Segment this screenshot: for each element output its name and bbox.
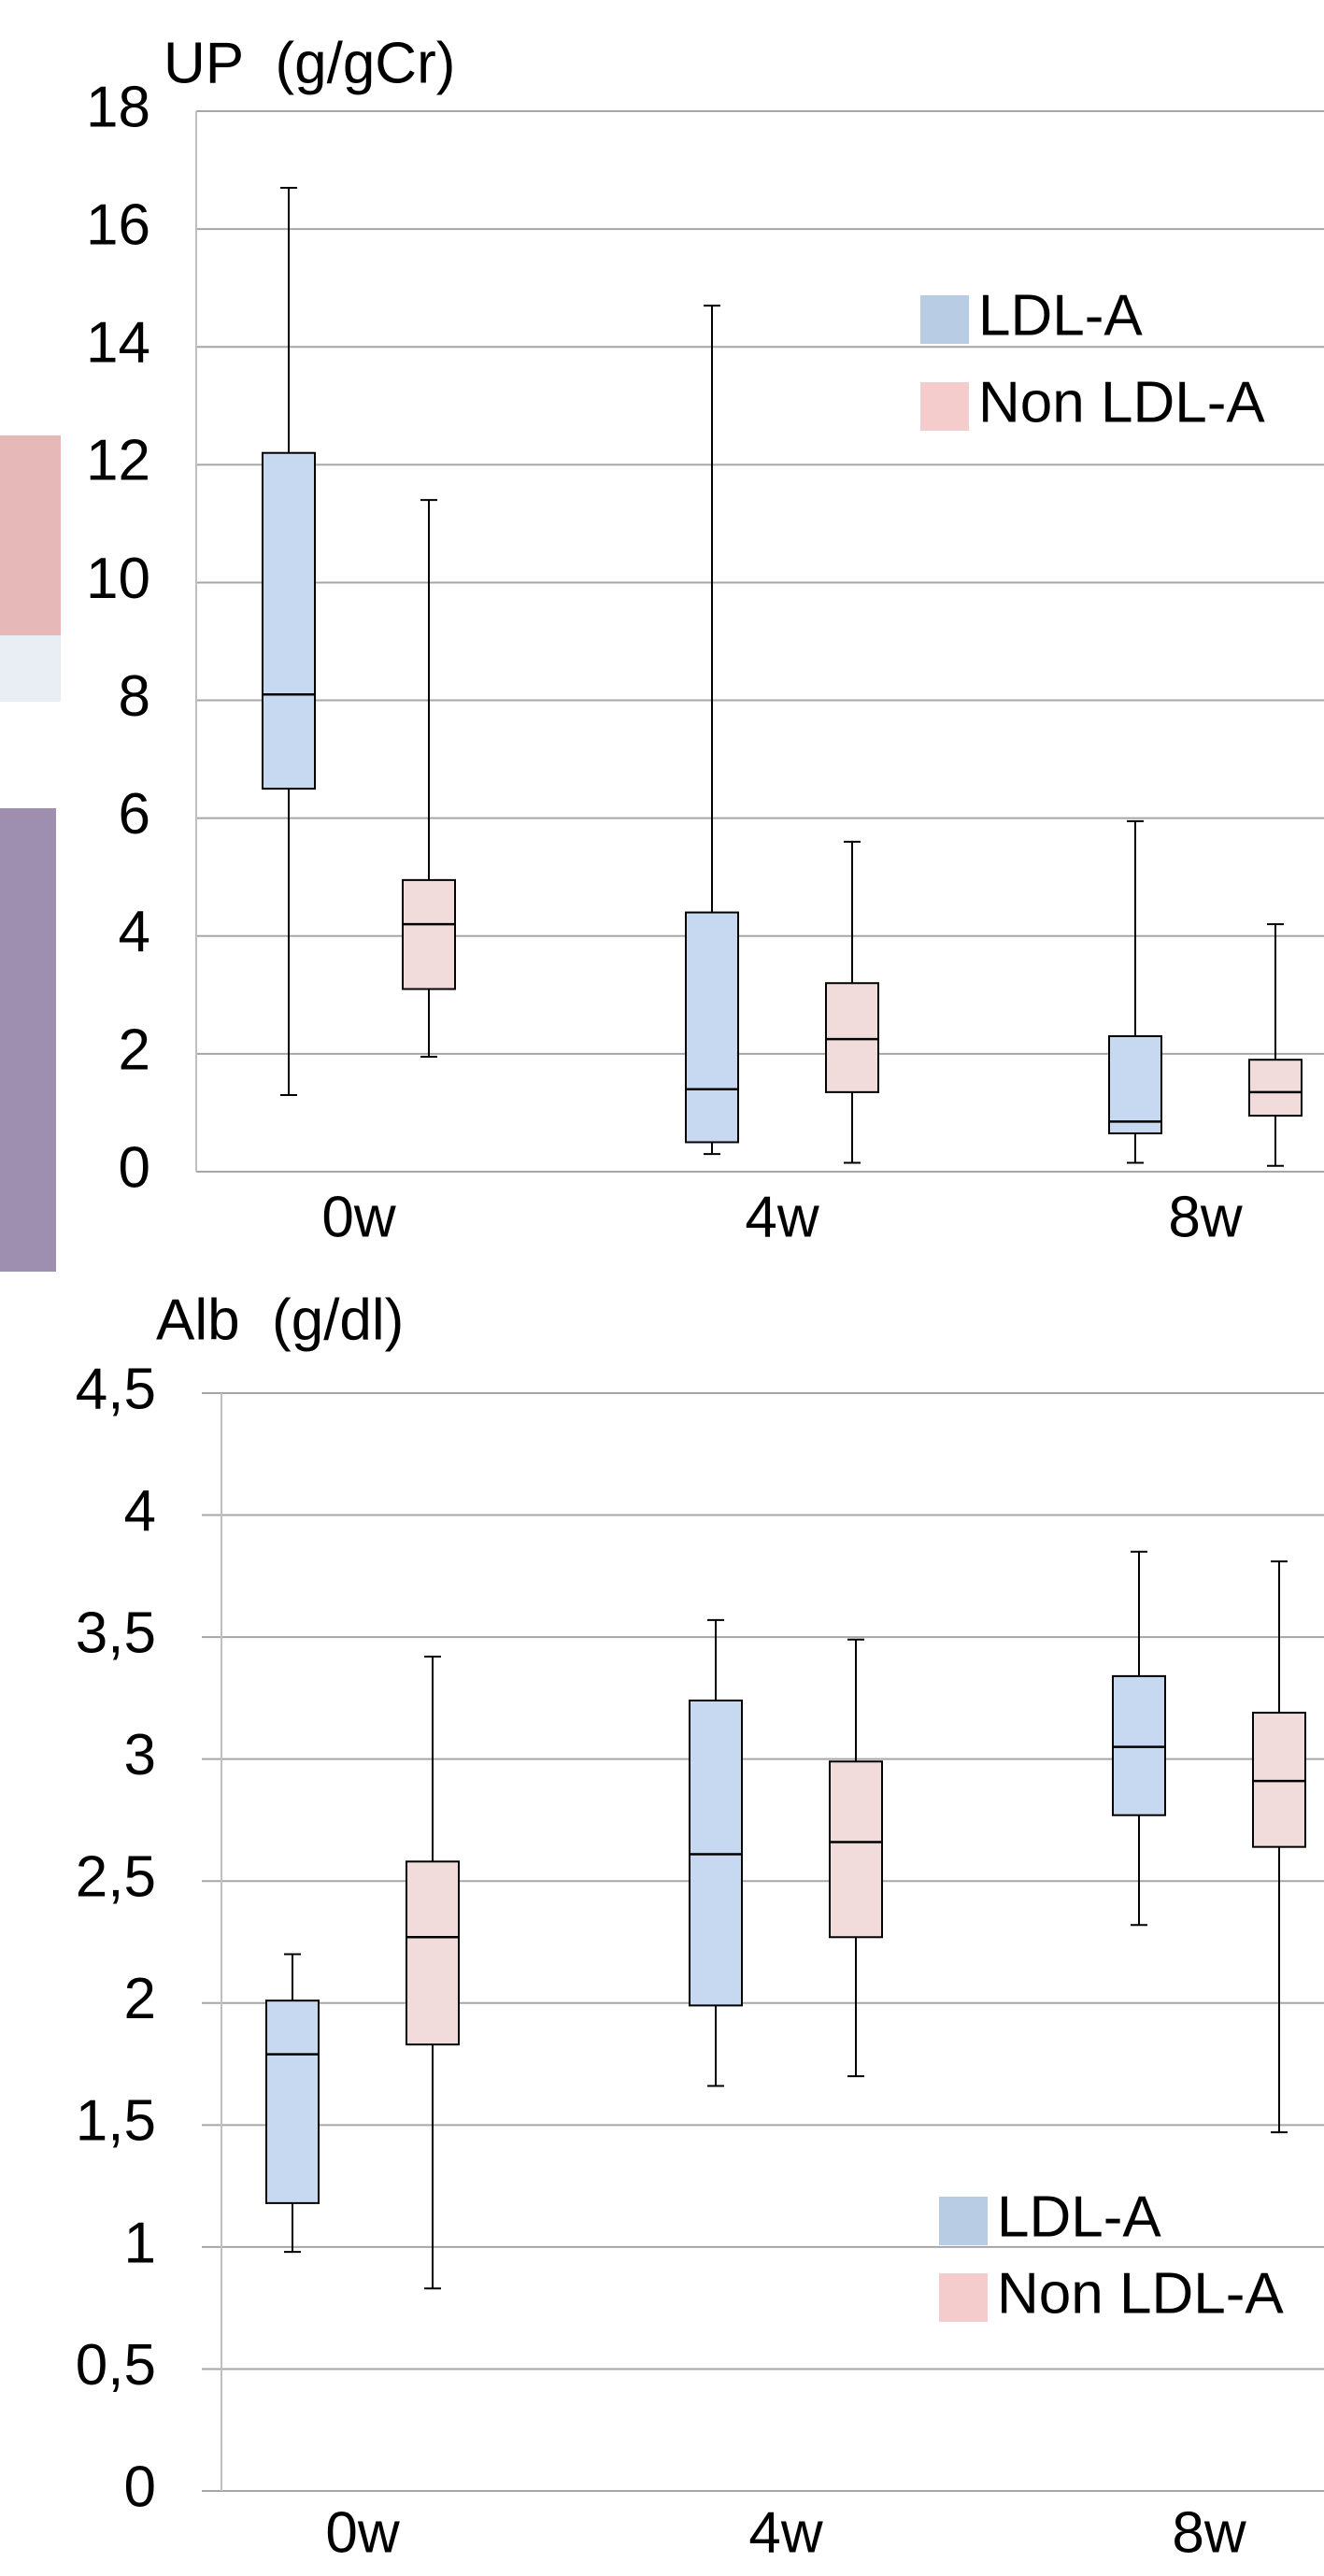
x-tick-label: 0w [321,1185,395,1249]
x-tick-label: 8w [1168,1185,1242,1249]
y-tick-label: 2,5 [76,1845,156,1910]
box [690,1701,742,2005]
y-tick-label: 2 [124,1967,156,2031]
x-tick-label: 8w [1172,2500,1246,2565]
y-tick-label: 10 [86,547,150,611]
legend-swatch [920,382,969,431]
y-tick-label: 16 [86,192,150,257]
legend-label: Non LDL-A [978,370,1265,434]
y-tick-label: 4 [119,900,150,964]
y-tick-label: 2 [119,1018,150,1082]
legend-label: LDL-A [978,283,1143,348]
y-tick-label: 8 [119,664,150,729]
legend-swatch [920,295,969,344]
y-tick-label: 14 [86,311,150,376]
y-tick-label: 3,5 [76,1601,156,1665]
y-tick-label: 6 [119,782,150,847]
image-fragment [0,808,56,1272]
figure: UP (g/gCr)0246810121416180w4w8wLDL-ANon … [0,0,1324,2576]
chart-title: UP (g/gCr) [164,31,455,95]
legend-label: LDL-A [997,2185,1161,2249]
box [266,2000,319,2203]
x-tick-label: 4w [748,2500,822,2565]
x-tick-label: 0w [325,2500,399,2565]
box [1113,1676,1165,1815]
x-tick-label: 4w [745,1185,819,1249]
y-tick-label: 0 [124,2455,156,2519]
panel-fragment [0,435,61,635]
y-tick-label: 18 [86,75,150,139]
y-tick-label: 0 [119,1135,150,1200]
legend-label: Non LDL-A [997,2261,1284,2326]
box [1253,1713,1305,1847]
box [830,1761,882,1937]
box [406,1861,459,2044]
box [686,913,738,1143]
page: UP (g/gCr)0246810121416180w4w8wLDL-ANon … [0,0,1324,2576]
box [1249,1060,1302,1116]
box [826,983,878,1092]
panel-fragment [0,635,61,702]
y-tick-label: 4,5 [76,1357,156,1421]
y-tick-label: 3 [124,1723,156,1787]
y-tick-label: 12 [86,429,150,493]
box [263,453,315,789]
y-tick-label: 1,5 [76,2089,156,2154]
box [1109,1036,1161,1133]
legend-swatch [939,2197,988,2245]
y-tick-label: 4 [124,1479,156,1544]
chart-title: Alb (g/dl) [156,1288,404,1352]
box [403,880,455,989]
y-tick-label: 1 [124,2211,156,2275]
y-tick-label: 0,5 [76,2333,156,2398]
legend-swatch [939,2273,988,2322]
